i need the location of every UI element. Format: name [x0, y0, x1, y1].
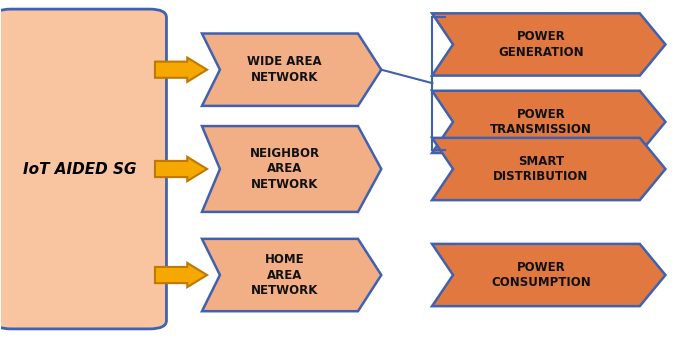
Text: POWER
GENERATION: POWER GENERATION [498, 30, 584, 59]
Polygon shape [202, 33, 381, 106]
Polygon shape [155, 157, 207, 181]
Text: HOME
AREA
NETWORK: HOME AREA NETWORK [251, 253, 319, 297]
Text: IoT AIDED SG: IoT AIDED SG [24, 162, 137, 176]
Polygon shape [432, 13, 666, 76]
Text: WIDE AREA
NETWORK: WIDE AREA NETWORK [247, 55, 322, 84]
Text: POWER
CONSUMPTION: POWER CONSUMPTION [491, 261, 591, 289]
Polygon shape [202, 126, 381, 212]
Polygon shape [432, 138, 666, 200]
Polygon shape [432, 91, 666, 153]
Polygon shape [432, 244, 666, 306]
Text: POWER
TRANSMISSION: POWER TRANSMISSION [490, 107, 592, 136]
Polygon shape [155, 57, 207, 82]
Polygon shape [202, 239, 381, 311]
Polygon shape [155, 263, 207, 287]
Text: SMART
DISTRIBUTION: SMART DISTRIBUTION [494, 155, 589, 183]
Text: NEIGHBOR
AREA
NETWORK: NEIGHBOR AREA NETWORK [250, 147, 320, 191]
FancyBboxPatch shape [0, 9, 167, 329]
